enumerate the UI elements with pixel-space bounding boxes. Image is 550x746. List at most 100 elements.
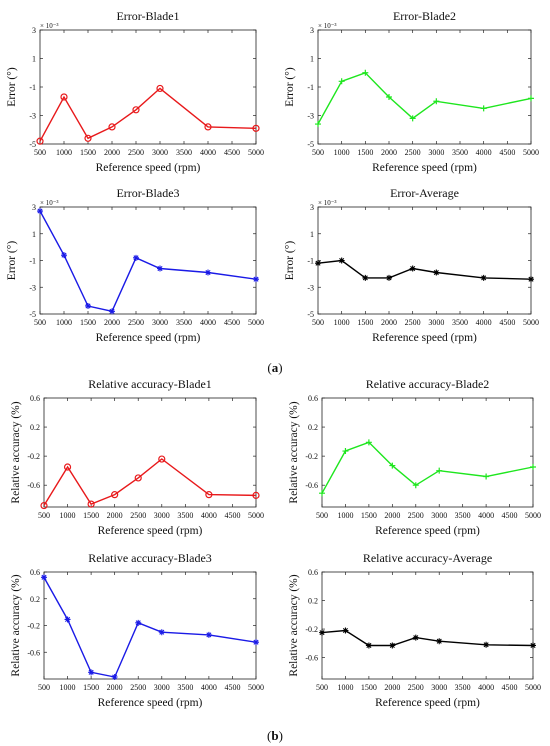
data-point	[205, 491, 213, 499]
x-tick-label: 1000	[334, 318, 350, 327]
x-tick-label: 2000	[381, 318, 397, 327]
x-tick-label: 5000	[248, 683, 264, 692]
y-axis-multiplier: × 10⁻³	[40, 22, 59, 30]
data-point	[389, 642, 396, 649]
series-line	[43, 458, 257, 506]
data-point	[315, 260, 321, 267]
x-tick-label: 2000	[381, 148, 397, 157]
y-tick-label: -3	[307, 283, 314, 292]
data-point	[315, 121, 321, 128]
x-tick-label: 3500	[176, 148, 192, 157]
y-tick-label: -1	[307, 257, 314, 266]
y-tick-label: 0.2	[30, 423, 40, 432]
x-tick-label: 2500	[408, 683, 424, 692]
x-tick-label: 5000	[248, 148, 264, 157]
x-tick-label: 4000	[478, 683, 494, 692]
data-point	[63, 463, 72, 471]
data-point	[111, 491, 119, 499]
x-tick-label: 3000	[154, 683, 170, 692]
data-point	[156, 84, 164, 93]
x-axis-label: Reference speed (rpm)	[96, 162, 201, 174]
y-tick-label: -0.2	[27, 622, 40, 631]
y-tick-label: 3	[310, 203, 314, 212]
y-tick-label: -0.2	[27, 452, 40, 461]
x-tick-label: 3500	[452, 318, 468, 327]
chart-title: Relative accuracy-Blade1	[88, 377, 212, 391]
x-tick-label: 4000	[476, 318, 492, 327]
data-point	[386, 274, 392, 281]
x-tick-label: 3000	[154, 511, 170, 520]
data-point	[433, 98, 440, 105]
x-tick-label: 2500	[408, 511, 424, 520]
x-tick-label: 500	[316, 511, 328, 520]
y-tick-label: 0.2	[308, 597, 318, 606]
x-tick-label: 1000	[56, 318, 72, 327]
data-point	[338, 257, 345, 264]
data-point	[64, 616, 71, 623]
data-point	[158, 455, 166, 463]
x-tick-label: 1500	[83, 683, 99, 692]
x-tick-label: 4000	[201, 683, 217, 692]
y-tick-label: 3	[310, 26, 314, 35]
y-tick-label: 3	[32, 203, 36, 212]
series-line	[39, 87, 257, 142]
data-point	[37, 208, 43, 215]
x-axis-label: Reference speed (rpm)	[372, 332, 477, 344]
x-tick-label: 2500	[130, 511, 146, 520]
data-point	[362, 69, 369, 76]
y-tick-label: -3	[29, 112, 36, 121]
y-tick-label: 1	[310, 230, 314, 239]
x-tick-label: 3500	[176, 318, 192, 327]
data-point	[480, 274, 487, 281]
data-point	[40, 501, 48, 510]
data-point	[389, 462, 396, 469]
y-tick-label: 0.2	[30, 595, 40, 604]
plot-frame	[43, 397, 257, 508]
x-tick-label: 3500	[177, 683, 193, 692]
group-b-label: (b)	[267, 728, 283, 743]
x-tick-label: 4500	[499, 318, 515, 327]
data-point	[204, 123, 212, 131]
data-point	[483, 473, 490, 480]
chart-panel: Relative accuracy-Blade1 500 1000 1500 2000 2…	[10, 377, 264, 537]
x-tick-label: 4000	[476, 148, 492, 157]
x-tick-label: 3500	[455, 511, 471, 520]
data-point	[205, 269, 211, 276]
y-axis-label: Error (°)	[6, 241, 18, 281]
chart-panel: Error-Blade1 500 1000 1500 2000 2500 3000 3500 4…	[6, 9, 264, 174]
data-point	[61, 252, 67, 259]
x-tick-label: 4500	[499, 148, 515, 157]
data-point	[365, 439, 372, 446]
chart-panel: Relative accuracy-Blade2 500 1000 1500 2000 2…	[288, 377, 541, 537]
y-tick-label: -1	[307, 83, 314, 92]
x-tick-label: 2000	[104, 148, 120, 157]
chart-title: Error-Blade2	[393, 9, 456, 23]
chart-title: Relative accuracy-Blade3	[88, 551, 212, 565]
x-tick-label: 1500	[83, 511, 99, 520]
x-tick-label: 500	[316, 683, 328, 692]
y-tick-label: -5	[29, 310, 36, 319]
data-point	[132, 106, 140, 114]
series-line	[39, 210, 257, 313]
x-axis-label: Reference speed (rpm)	[372, 162, 477, 174]
y-tick-label: -1	[29, 257, 36, 266]
y-tick-label: -5	[307, 310, 314, 319]
x-tick-label: 3500	[455, 683, 471, 692]
data-point	[342, 448, 349, 455]
x-tick-label: 1500	[80, 148, 96, 157]
data-point	[205, 631, 212, 638]
group-a-label: (a)	[267, 360, 282, 375]
x-tick-label: 4500	[502, 511, 518, 520]
x-tick-label: 5000	[248, 511, 264, 520]
x-tick-label: 1500	[357, 318, 373, 327]
series-line	[317, 259, 532, 280]
x-tick-label: 3000	[428, 318, 444, 327]
plot-frame	[317, 206, 532, 315]
data-point	[36, 137, 44, 145]
x-tick-label: 5000	[523, 148, 539, 157]
data-point	[483, 641, 490, 648]
x-tick-label: 4000	[201, 511, 217, 520]
plot-frame	[321, 397, 534, 508]
x-tick-label: 2000	[104, 318, 120, 327]
data-point	[528, 95, 534, 102]
